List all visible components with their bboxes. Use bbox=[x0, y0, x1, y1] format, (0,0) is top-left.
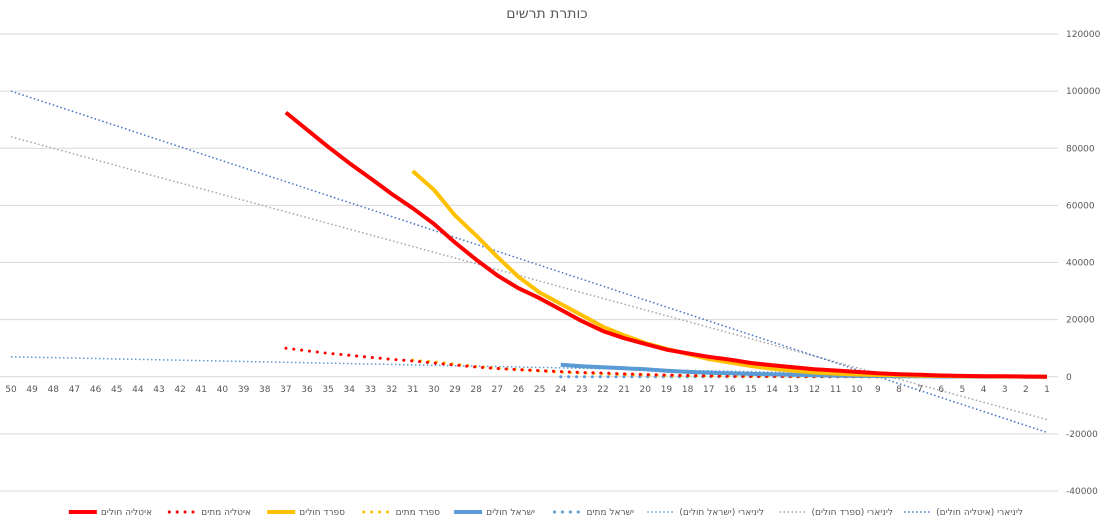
x-tick-label: 50 bbox=[5, 385, 17, 395]
x-tick-label: 40 bbox=[217, 385, 229, 395]
x-tick-label: 8 bbox=[896, 385, 902, 395]
y-tick-label: 0 bbox=[1066, 373, 1072, 383]
x-tick-label: 22 bbox=[597, 385, 608, 395]
x-tick-label: 37 bbox=[280, 385, 291, 395]
x-tick-label: 6 bbox=[938, 385, 944, 395]
series-line-2 bbox=[411, 169, 1048, 379]
x-tick-label: 18 bbox=[682, 385, 694, 395]
x-tick-label: 7 bbox=[917, 385, 923, 395]
x-tick-label: 30 bbox=[428, 385, 440, 395]
x-tick-label: 10 bbox=[851, 385, 863, 395]
x-tick-label: 17 bbox=[703, 385, 714, 395]
x-tick-label: 42 bbox=[174, 385, 185, 395]
x-tick-label: 28 bbox=[470, 385, 482, 395]
x-tick-label: 23 bbox=[576, 385, 587, 395]
legend-label: איטליה מתים bbox=[201, 508, 251, 518]
x-tick-label: 47 bbox=[69, 385, 80, 395]
y-tick-label: 20000 bbox=[1066, 316, 1095, 326]
legend-label: ספרד חולים bbox=[299, 508, 345, 518]
x-tick-label: 29 bbox=[449, 385, 461, 395]
y-tick-label: -40000 bbox=[1066, 487, 1098, 497]
legend-label: ישראל מתים bbox=[587, 508, 634, 518]
series-line-1 bbox=[284, 346, 1049, 379]
x-tick-label: 41 bbox=[196, 385, 207, 395]
x-tick-label: 15 bbox=[745, 385, 756, 395]
x-tick-label: 36 bbox=[301, 385, 313, 395]
y-tick-label: 100000 bbox=[1066, 87, 1101, 97]
x-tick-label: 19 bbox=[661, 385, 673, 395]
x-tick-label: 27 bbox=[492, 385, 503, 395]
y-tick-label: 40000 bbox=[1066, 259, 1095, 269]
y-axis-ticks: -40000 -20000 0 20000 40000 60000 80000 100000 1… bbox=[1066, 30, 1101, 497]
x-tick-label: 9 bbox=[875, 385, 881, 395]
x-tick-label: 49 bbox=[26, 385, 38, 395]
x-tick-label: 11 bbox=[830, 385, 841, 395]
legend-label: איטליה חולים bbox=[101, 508, 152, 518]
x-tick-label: 35 bbox=[322, 385, 333, 395]
legend-label: ישראל חולים bbox=[486, 508, 535, 518]
y-tick-label: 60000 bbox=[1066, 201, 1095, 211]
y-tick-label: -20000 bbox=[1066, 430, 1098, 440]
x-tick-label: 13 bbox=[788, 385, 799, 395]
x-tick-label: 14 bbox=[766, 385, 778, 395]
x-tick-label: 26 bbox=[513, 385, 525, 395]
x-tick-label: 44 bbox=[132, 385, 144, 395]
chart-title: כותרת תרשים bbox=[506, 6, 587, 22]
y-tick-label: 120000 bbox=[1066, 30, 1101, 40]
series-line-7 bbox=[10, 136, 1048, 421]
legend: איטליה חולים איטליה מתים ספרד חולים ספרד מת… bbox=[68, 508, 1023, 518]
legend-label: ליניארי (ישראל חולים) bbox=[679, 508, 764, 518]
x-tick-label: 5 bbox=[960, 385, 966, 395]
x-axis-ticks: 1234567891011121314151617181920212223242… bbox=[5, 385, 1050, 395]
x-tick-label: 32 bbox=[386, 385, 397, 395]
series-line-8 bbox=[10, 90, 1048, 434]
x-tick-label: 43 bbox=[153, 385, 164, 395]
x-tick-label: 2 bbox=[1023, 385, 1029, 395]
x-tick-label: 4 bbox=[981, 385, 987, 395]
x-tick-label: 3 bbox=[1002, 385, 1008, 395]
x-tick-label: 39 bbox=[238, 385, 250, 395]
x-tick-label: 24 bbox=[555, 385, 567, 395]
x-tick-label: 38 bbox=[259, 385, 271, 395]
x-tick-label: 12 bbox=[809, 385, 820, 395]
y-tick-label: 80000 bbox=[1066, 144, 1095, 154]
gridlines bbox=[0, 33, 1058, 492]
x-tick-label: 46 bbox=[90, 385, 102, 395]
x-tick-label: 34 bbox=[344, 385, 356, 395]
legend-label: ליניארי (ספרד חולים) bbox=[812, 508, 893, 518]
x-tick-label: 25 bbox=[534, 385, 545, 395]
series-layer bbox=[10, 90, 1049, 434]
x-tick-label: 20 bbox=[640, 385, 652, 395]
x-tick-label: 48 bbox=[48, 385, 60, 395]
legend-label: ספרד מתים bbox=[396, 508, 440, 518]
x-tick-label: 45 bbox=[111, 385, 122, 395]
x-tick-label: 31 bbox=[407, 385, 418, 395]
x-tick-label: 21 bbox=[618, 385, 629, 395]
legend-label: ליניארי (איטליה חולים) bbox=[936, 508, 1023, 518]
x-tick-label: 16 bbox=[724, 385, 736, 395]
x-tick-label: 1 bbox=[1044, 385, 1050, 395]
x-tick-label: 33 bbox=[365, 385, 376, 395]
series-line-0 bbox=[284, 110, 1048, 379]
series-line-6 bbox=[10, 356, 1048, 379]
